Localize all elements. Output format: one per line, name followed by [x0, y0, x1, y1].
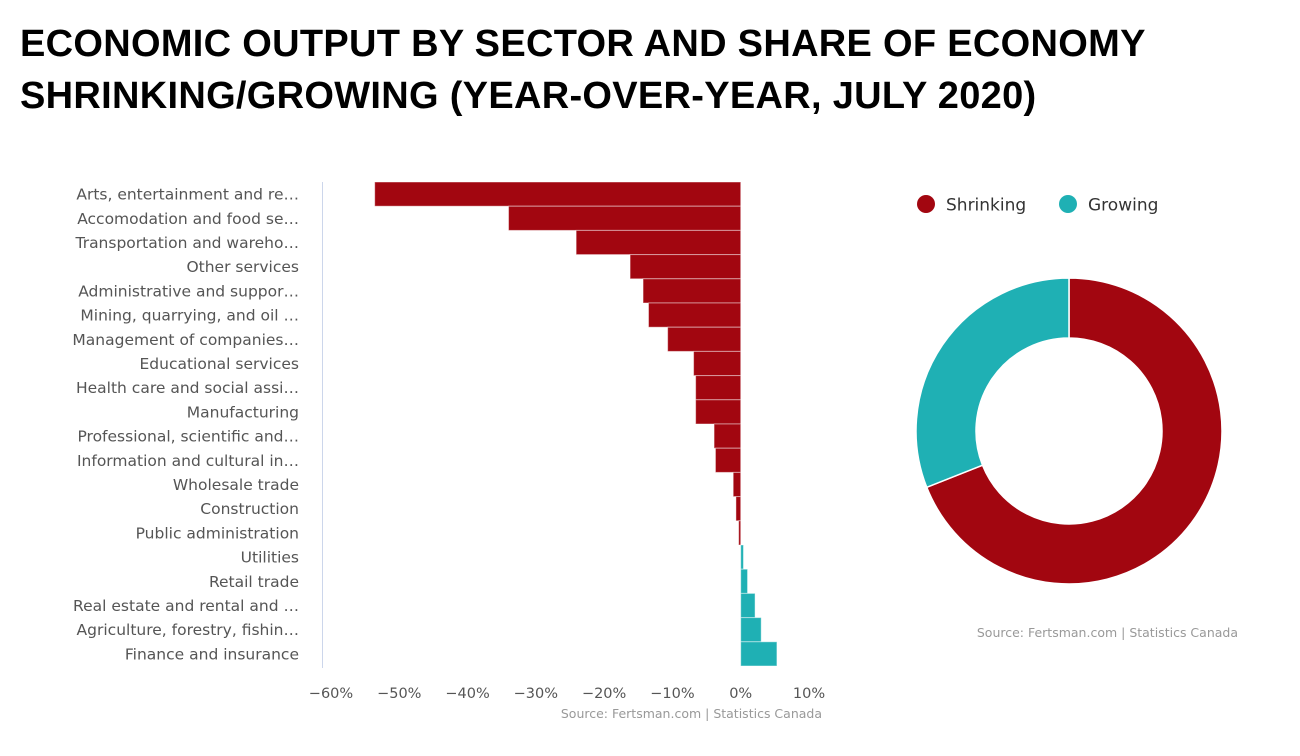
bar[interactable]: [695, 399, 742, 425]
category-label: Real estate and rental and …: [73, 597, 299, 615]
x-tick-label: −10%: [650, 686, 694, 702]
category-label: Professional, scientific and…: [77, 428, 299, 446]
x-tick-labels: −60% −50% −40% −30% −20% −10% 0% 10%: [309, 686, 825, 702]
category-label: Manufacturing: [187, 403, 299, 421]
bar[interactable]: [740, 568, 749, 594]
bar-chart-source: Source: Fertsman.com | Statistics Canada: [561, 706, 822, 721]
category-label: Other services: [186, 258, 299, 276]
category-label: Administrative and suppor…: [78, 282, 299, 300]
x-tick-label: −50%: [377, 686, 421, 702]
category-label: Management of companies…: [72, 331, 299, 349]
bar[interactable]: [648, 302, 742, 328]
bar[interactable]: [738, 520, 742, 546]
donut-chart: Shrinking Growing Source: Fertsman.com | …: [915, 195, 1238, 640]
category-label: Health care and social assi…: [76, 379, 299, 397]
bar[interactable]: [695, 375, 742, 401]
bar[interactable]: [740, 592, 756, 619]
category-label: Utilities: [241, 549, 299, 567]
category-label: Public administration: [136, 524, 299, 542]
category-label: Mining, quarrying, and oil …: [80, 307, 299, 325]
bar[interactable]: [667, 326, 742, 352]
donut-slices: [915, 277, 1223, 585]
chart-title: ECONOMIC OUTPUT BY SECTOR AND SHARE OF E…: [20, 18, 1146, 122]
bar[interactable]: [508, 205, 742, 231]
legend-item-shrinking[interactable]: Shrinking: [946, 196, 1026, 216]
donut-slice-shrinking[interactable]: [925, 277, 1223, 585]
donut-chart-source: Source: Fertsman.com | Statistics Canada: [977, 625, 1238, 640]
category-label: Retail trade: [209, 573, 299, 591]
x-tick-label: −30%: [514, 686, 558, 702]
bar[interactable]: [735, 496, 742, 522]
legend-marker-shrinking: [917, 195, 935, 213]
bar[interactable]: [740, 641, 778, 667]
category-label: Arts, entertainment and re…: [76, 186, 299, 204]
category-label: Information and cultural in…: [77, 452, 299, 470]
bar[interactable]: [732, 471, 742, 498]
bar[interactable]: [740, 544, 744, 570]
category-label: Construction: [200, 500, 299, 518]
bars-group: [374, 181, 778, 667]
category-label: Educational services: [140, 355, 300, 373]
x-tick-label: 10%: [793, 686, 825, 702]
bar[interactable]: [374, 181, 742, 207]
title-line-2: SHRINKING/GROWING (YEAR-OVER-YEAR, JULY …: [20, 75, 1037, 117]
bar[interactable]: [713, 423, 742, 449]
bar[interactable]: [575, 229, 742, 256]
category-label: Wholesale trade: [173, 476, 299, 494]
x-tick-label: −40%: [445, 686, 489, 702]
bar[interactable]: [629, 254, 742, 280]
legend-item-growing[interactable]: Growing: [1088, 196, 1158, 216]
category-labels: Arts, entertainment and re… Accomodation …: [72, 186, 299, 664]
donut-slice-growing[interactable]: [915, 277, 1070, 489]
x-tick-label: −60%: [309, 686, 353, 702]
x-tick-label: 0%: [729, 686, 752, 702]
category-label: Accomodation and food se…: [77, 210, 299, 228]
x-tick-label: −20%: [582, 686, 626, 702]
legend: Shrinking Growing: [917, 195, 1158, 216]
title-line-1: ECONOMIC OUTPUT BY SECTOR AND SHARE OF E…: [20, 23, 1146, 65]
bar[interactable]: [693, 350, 742, 377]
bar-chart: Arts, entertainment and re… Accomodation …: [72, 181, 825, 721]
category-label: Agriculture, forestry, fishin…: [77, 621, 299, 639]
bar[interactable]: [714, 447, 742, 473]
bar[interactable]: [740, 617, 762, 643]
category-label: Finance and insurance: [125, 645, 299, 663]
category-label: Transportation and wareho…: [75, 234, 300, 252]
legend-marker-growing: [1059, 195, 1077, 213]
bar[interactable]: [642, 278, 742, 304]
